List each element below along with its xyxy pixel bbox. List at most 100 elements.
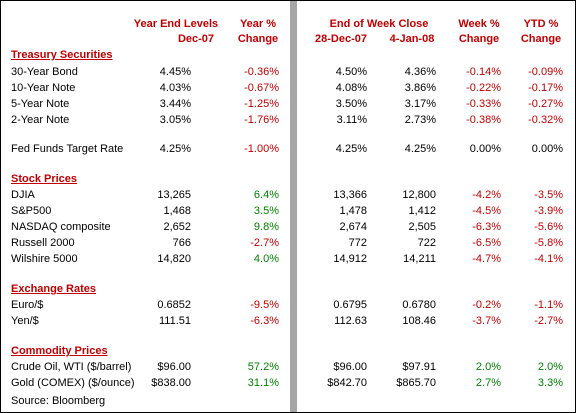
week-pct: -3.7% <box>472 315 501 327</box>
year-pct: -0.36% <box>244 66 279 78</box>
ytd-pct: -4.1% <box>534 253 563 265</box>
year-pct: 57.2% <box>247 361 279 373</box>
week-pct: -0.14% <box>466 66 501 78</box>
close-2: 4.36% <box>404 66 436 78</box>
year-end-level: 111.51 <box>158 315 191 327</box>
column-divider <box>290 1 297 412</box>
close-2: 722 <box>417 237 436 249</box>
week-pct: -4.2% <box>472 189 501 201</box>
row-label: 30-Year Bond <box>11 66 78 78</box>
close-2: $97.91 <box>402 361 436 373</box>
ytd-pct: 3.3% <box>537 377 563 389</box>
week-pct: -0.38% <box>466 114 501 126</box>
year-end-level: 14,820 <box>157 253 191 265</box>
close-1: 1,478 <box>339 205 367 217</box>
header-year-end-levels: Year End Levels <box>133 18 219 30</box>
close-2: 14,211 <box>403 253 436 265</box>
section-treasury: Treasury Securities <box>11 49 113 61</box>
close-1: $842.70 <box>327 377 367 389</box>
ytd-pct: -1.1% <box>534 299 563 311</box>
header-year-pct: Year % <box>239 18 277 30</box>
close-2: 3.17% <box>404 98 436 110</box>
close-2: 12,800 <box>402 189 436 201</box>
week-pct: -4.5% <box>472 205 501 217</box>
close-2: 3.86% <box>404 82 436 94</box>
close-1: 4.50% <box>335 66 367 78</box>
year-pct: -6.3% <box>250 315 279 327</box>
section-exchange: Exchange Rates <box>11 283 96 295</box>
header-week-pct-sub: Change <box>458 33 500 45</box>
close-2: 1,412 <box>408 205 436 217</box>
ytd-pct: 2.0% <box>537 361 563 373</box>
row-label: Crude Oil, WTI ($/barrel) <box>11 361 132 373</box>
header-date-2: 4-Jan-08 <box>389 33 435 45</box>
close-1: 772 <box>348 237 367 249</box>
close-1: 4.08% <box>335 82 367 94</box>
close-2: 4.25% <box>404 143 436 155</box>
close-1: 13,366 <box>333 189 367 201</box>
year-pct: -0.67% <box>244 82 279 94</box>
close-2: 2,505 <box>408 221 436 233</box>
year-pct: -1.25% <box>244 98 279 110</box>
section-stock: Stock Prices <box>11 173 78 185</box>
row-label: Fed Funds Target Rate <box>11 143 124 155</box>
ytd-pct: -0.09% <box>528 66 563 78</box>
year-end-level: $96.00 <box>157 361 191 373</box>
week-pct: -0.33% <box>466 98 501 110</box>
week-pct: -0.22% <box>466 82 501 94</box>
row-label: S&P500 <box>11 205 52 217</box>
ytd-pct: -3.5% <box>534 189 563 201</box>
close-1: 2,674 <box>339 221 367 233</box>
close-1: 3.11% <box>336 114 367 126</box>
year-end-level: 0.6852 <box>157 299 191 311</box>
year-end-level: 766 <box>172 237 191 249</box>
row-label: 5-Year Note <box>11 98 70 110</box>
header-ytd-pct-sub: Change <box>520 33 562 45</box>
close-2: $865.70 <box>396 377 436 389</box>
year-pct: -9.5% <box>250 299 279 311</box>
close-2: 0.6780 <box>402 299 436 311</box>
row-label: 10-Year Note <box>11 82 76 94</box>
close-1: 4.25% <box>335 143 367 155</box>
close-1: $96.00 <box>333 361 367 373</box>
row-label: Russell 2000 <box>11 237 75 249</box>
year-pct: -1.00% <box>244 143 279 155</box>
close-1: 0.6795 <box>333 299 367 311</box>
year-end-level: 3.44% <box>159 98 191 110</box>
ytd-pct: -5.8% <box>534 237 563 249</box>
year-end-level: 1,468 <box>163 205 191 217</box>
year-pct: -1.76% <box>244 114 279 126</box>
ytd-pct: -0.32% <box>528 114 563 126</box>
year-end-level: 4.25% <box>159 143 191 155</box>
close-1: 14,912 <box>333 253 367 265</box>
row-label: Yen/$ <box>11 315 39 327</box>
ytd-pct: -5.6% <box>534 221 563 233</box>
year-pct: -2.7% <box>250 237 279 249</box>
ytd-pct: -3.9% <box>534 205 563 217</box>
row-label: DJIA <box>11 189 35 201</box>
year-end-level: 13,265 <box>157 189 191 201</box>
header-date-1: 28-Dec-07 <box>315 33 367 45</box>
year-end-level: 2,652 <box>163 221 191 233</box>
ytd-pct: 0.00% <box>531 143 563 155</box>
row-label: Euro/$ <box>11 299 44 311</box>
week-pct: -0.2% <box>472 299 501 311</box>
year-end-level: $838.00 <box>151 377 191 389</box>
year-end-level: 4.45% <box>159 66 191 78</box>
close-1: 112.63 <box>334 315 367 327</box>
header-year-end-date: Dec-07 <box>177 33 215 45</box>
header-week-pct: Week % <box>458 18 500 30</box>
year-pct: 4.0% <box>253 253 279 265</box>
week-pct: 0.00% <box>469 143 501 155</box>
year-end-level: 3.05% <box>159 114 191 126</box>
year-pct: 3.5% <box>253 205 279 217</box>
year-pct: 6.4% <box>253 189 279 201</box>
week-pct: 2.0% <box>475 361 501 373</box>
header-year-pct-sub: Change <box>237 33 279 45</box>
week-pct: -4.7% <box>472 253 501 265</box>
row-label: NASDAQ composite <box>11 221 111 233</box>
close-1: 3.50% <box>335 98 367 110</box>
row-label: 2-Year Note <box>11 114 70 126</box>
header-end-of-week-close: End of Week Close <box>329 18 429 30</box>
